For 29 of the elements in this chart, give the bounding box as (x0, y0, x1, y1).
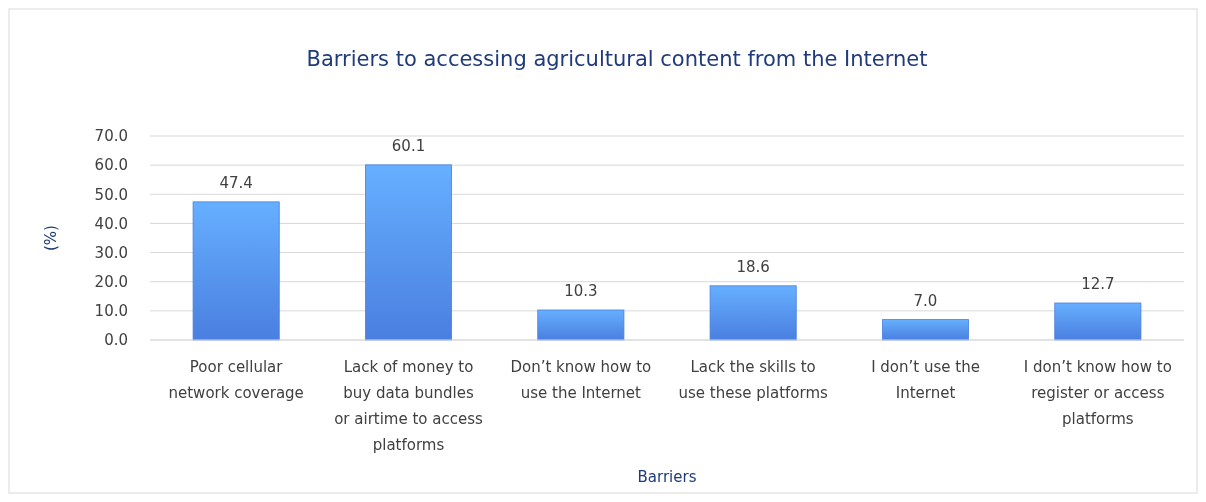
x-tick-label: Lack of money to buy data bundles or airtime to access platforms (334, 358, 484, 454)
x-axis-title: Barriers (637, 468, 697, 486)
data-label: 12.7 (1081, 274, 1115, 293)
y-tick-label: 10.0 (94, 302, 128, 321)
data-label: 60.1 (391, 136, 426, 155)
y-tick-label: 70.0 (94, 127, 128, 146)
bar (709, 285, 797, 341)
x-tick-label: I don’t use the Internet (871, 358, 980, 402)
data-label: 18.6 (736, 257, 770, 276)
bar (1054, 302, 1142, 341)
bar (365, 164, 452, 341)
bar (192, 201, 280, 341)
x-tick-label: Don’t know how to use the Internet (510, 358, 652, 402)
y-tick-label: 40.0 (94, 214, 128, 233)
chart-title: Barriers to accessing agricultural content from the Internet (306, 47, 928, 71)
y-tick-label: 60.0 (94, 156, 128, 175)
x-tick-label: I don’t know how to register or access platforms (1023, 358, 1172, 428)
y-tick-label: 50.0 (94, 185, 128, 204)
y-tick-label: 20.0 (94, 272, 128, 291)
data-label: 7.0 (913, 291, 938, 310)
y-tick-label: 0.0 (104, 331, 128, 350)
x-tick-label: Lack the skills to use these platforms (678, 358, 828, 402)
bar (537, 309, 625, 341)
data-label: 47.4 (219, 173, 253, 192)
x-tick-label: Poor cellular network coverage (168, 358, 304, 402)
data-label: 10.3 (564, 281, 598, 300)
y-axis-title: (%) (42, 225, 60, 251)
bar (882, 319, 969, 341)
y-tick-label: 30.0 (94, 243, 128, 262)
